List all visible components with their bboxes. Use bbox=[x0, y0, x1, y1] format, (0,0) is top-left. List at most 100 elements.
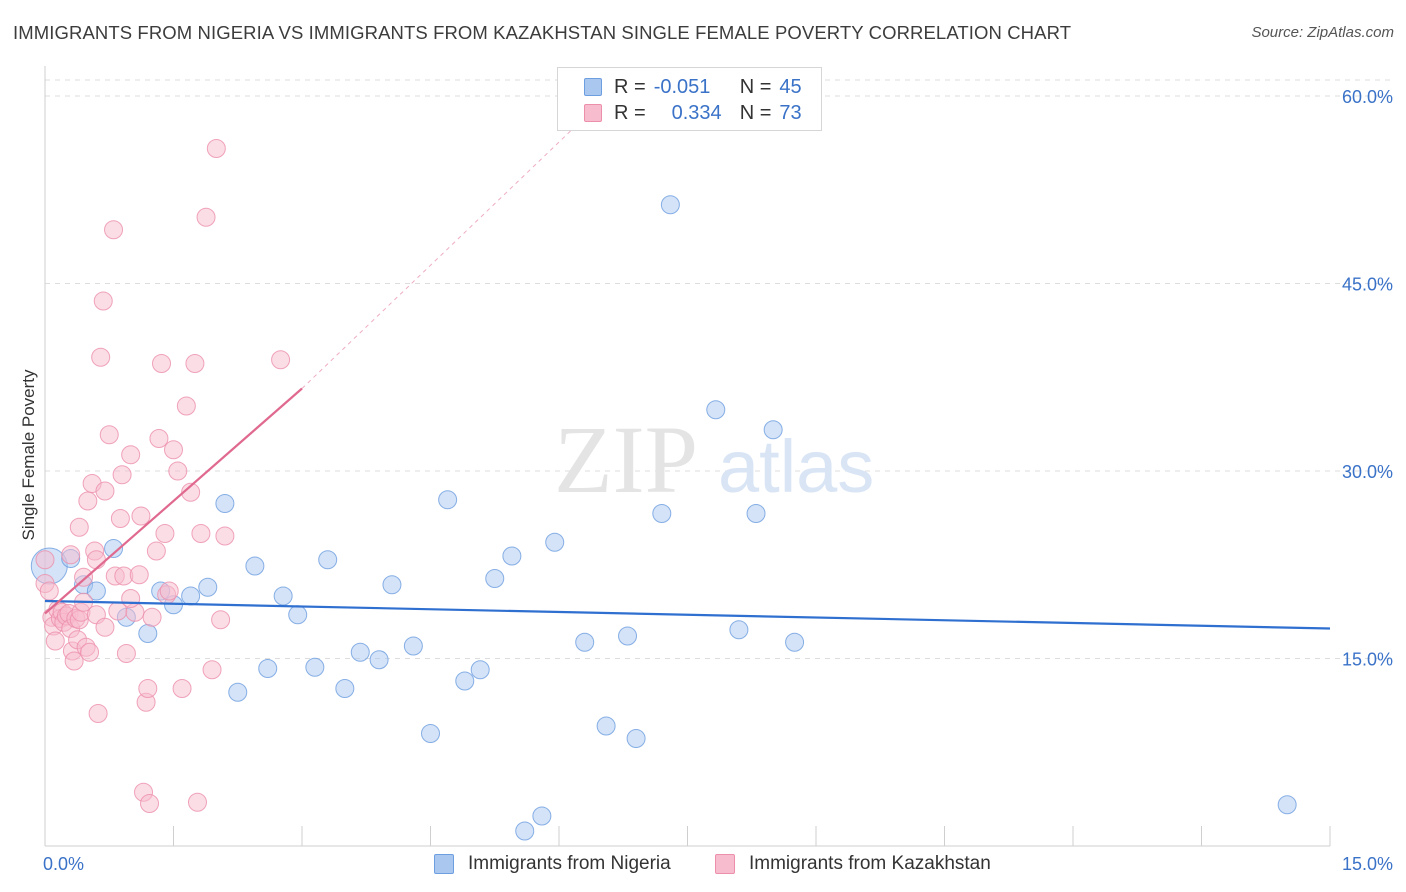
point-kazakhstan-2 bbox=[39, 581, 59, 601]
point-kazakhstan-53 bbox=[155, 524, 175, 543]
point-kazakhstan-44 bbox=[131, 506, 151, 526]
point-nigeria-35 bbox=[618, 626, 638, 646]
point-nigeria-23 bbox=[403, 636, 423, 656]
point-kazakhstan-49 bbox=[142, 607, 162, 627]
point-kazakhstan-67 bbox=[211, 610, 231, 630]
point-nigeria-9 bbox=[181, 586, 201, 606]
stats-legend-nigeria: R = -0.051 N = 45 bbox=[584, 74, 802, 100]
point-kazakhstan-19 bbox=[69, 517, 89, 537]
trendline-kazakhstan bbox=[44, 387, 303, 615]
point-nigeria-13 bbox=[245, 556, 265, 576]
point-nigeria-39 bbox=[706, 400, 726, 420]
point-kazakhstan-63 bbox=[191, 524, 211, 543]
point-kazakhstan-47 bbox=[138, 679, 158, 698]
watermark-zip: ZIP bbox=[554, 406, 698, 513]
point-nigeria-4 bbox=[104, 539, 124, 558]
nigeria-n-label: N = bbox=[739, 75, 772, 98]
point-nigeria-30 bbox=[515, 821, 535, 841]
point-kazakhstan-72 bbox=[95, 617, 115, 637]
nigeria-n-value: 45 bbox=[779, 75, 802, 98]
watermark-atlas: atlas bbox=[718, 425, 874, 508]
point-kazakhstan-25 bbox=[80, 642, 100, 662]
point-kazakhstan-48 bbox=[140, 794, 160, 813]
point-nigeria-27 bbox=[470, 660, 490, 680]
point-nigeria-12 bbox=[228, 682, 248, 702]
point-kazakhstan-68 bbox=[215, 526, 235, 546]
point-kazakhstan-41 bbox=[121, 445, 141, 465]
kazakhstan-r-value: 0.334 bbox=[671, 101, 722, 124]
series-legend: Immigrants from Nigeria Immigrants from … bbox=[0, 850, 1406, 880]
point-kazakhstan-5 bbox=[45, 631, 65, 651]
y-tick-label-0: 15.0% bbox=[1342, 650, 1393, 670]
kazakhstan-legend-swatch-icon bbox=[715, 854, 735, 874]
nigeria-swatch-icon bbox=[584, 78, 602, 96]
point-nigeria-28 bbox=[485, 569, 505, 588]
point-nigeria-38 bbox=[660, 195, 680, 215]
point-nigeria-44 bbox=[1277, 795, 1297, 815]
point-kazakhstan-28 bbox=[86, 550, 106, 570]
point-kazakhstan-29 bbox=[88, 704, 108, 723]
point-kazakhstan-34 bbox=[104, 220, 124, 240]
point-kazakhstan-37 bbox=[110, 509, 130, 528]
point-kazakhstan-66 bbox=[206, 139, 226, 158]
point-kazakhstan-50 bbox=[146, 541, 166, 561]
kazakhstan-swatch-icon bbox=[584, 104, 602, 122]
legend-item-kazakhstan[interactable]: Immigrants from Kazakhstan bbox=[715, 853, 991, 875]
point-kazakhstan-30 bbox=[91, 347, 111, 367]
point-kazakhstan-56 bbox=[164, 440, 183, 460]
point-kazakhstan-21 bbox=[74, 567, 94, 587]
point-kazakhstan-55 bbox=[159, 581, 179, 601]
point-nigeria-24 bbox=[421, 724, 440, 743]
point-nigeria-3 bbox=[86, 581, 106, 601]
point-kazakhstan-51 bbox=[149, 429, 169, 448]
x-tick-label-0: 0.0% bbox=[43, 854, 84, 874]
point-kazakhstan-52 bbox=[152, 354, 172, 373]
point-kazakhstan-0 bbox=[35, 550, 55, 570]
point-kazakhstan-61 bbox=[185, 354, 205, 373]
kazakhstan-n-value: 73 bbox=[779, 101, 802, 124]
point-kazakhstan-32 bbox=[95, 481, 115, 501]
point-nigeria-21 bbox=[369, 650, 389, 670]
point-nigeria-37 bbox=[652, 504, 672, 523]
point-kazakhstan-64 bbox=[196, 207, 216, 227]
trendline-nigeria bbox=[44, 599, 1331, 630]
point-nigeria-34 bbox=[596, 716, 616, 736]
point-nigeria-26 bbox=[455, 671, 475, 691]
stats-legend: R = -0.051 N = 45 R = 0.334 N = 73 bbox=[557, 67, 822, 131]
point-nigeria-25 bbox=[438, 490, 458, 510]
point-nigeria-14 bbox=[258, 659, 278, 678]
point-nigeria-16 bbox=[288, 605, 308, 625]
point-kazakhstan-69 bbox=[271, 350, 291, 370]
point-kazakhstan-43 bbox=[129, 565, 149, 585]
point-nigeria-42 bbox=[763, 420, 783, 440]
series-kazakhstan bbox=[35, 139, 291, 813]
kazakhstan-n-label: N = bbox=[739, 101, 772, 124]
point-kazakhstan-15 bbox=[64, 651, 84, 671]
point-nigeria-6 bbox=[138, 624, 158, 643]
point-kazakhstan-31 bbox=[93, 291, 113, 311]
source-label: Source: ZipAtlas.com bbox=[1251, 24, 1394, 41]
chart-title: IMMIGRANTS FROM NIGERIA VS IMMIGRANTS FR… bbox=[13, 22, 1072, 43]
series-nigeria bbox=[30, 195, 1297, 841]
legend-label-nigeria: Immigrants from Nigeria bbox=[468, 853, 671, 874]
y-axis-title: Single Female Poverty bbox=[19, 369, 38, 541]
point-kazakhstan-62 bbox=[187, 792, 207, 812]
y-tick-label-1: 30.0% bbox=[1342, 462, 1393, 482]
legend-label-kazakhstan: Immigrants from Kazakhstan bbox=[749, 853, 991, 874]
point-kazakhstan-59 bbox=[176, 396, 196, 416]
x-tick-label-1: 15.0% bbox=[1342, 854, 1393, 874]
point-kazakhstan-58 bbox=[172, 679, 192, 698]
nigeria-legend-swatch-icon bbox=[434, 854, 454, 874]
legend-item-nigeria[interactable]: Immigrants from Nigeria bbox=[434, 853, 671, 875]
point-nigeria-18 bbox=[318, 550, 338, 570]
nigeria-r-value: -0.051 bbox=[653, 75, 711, 98]
point-kazakhstan-70 bbox=[121, 589, 141, 608]
point-kazakhstan-57 bbox=[168, 461, 188, 481]
point-kazakhstan-60 bbox=[181, 482, 201, 502]
stats-legend-kazakhstan: R = 0.334 N = 73 bbox=[584, 100, 802, 126]
nigeria-r-label: R = bbox=[614, 75, 646, 98]
point-nigeria-17 bbox=[305, 657, 325, 677]
point-nigeria-11 bbox=[215, 494, 235, 513]
point-kazakhstan-65 bbox=[202, 660, 222, 680]
